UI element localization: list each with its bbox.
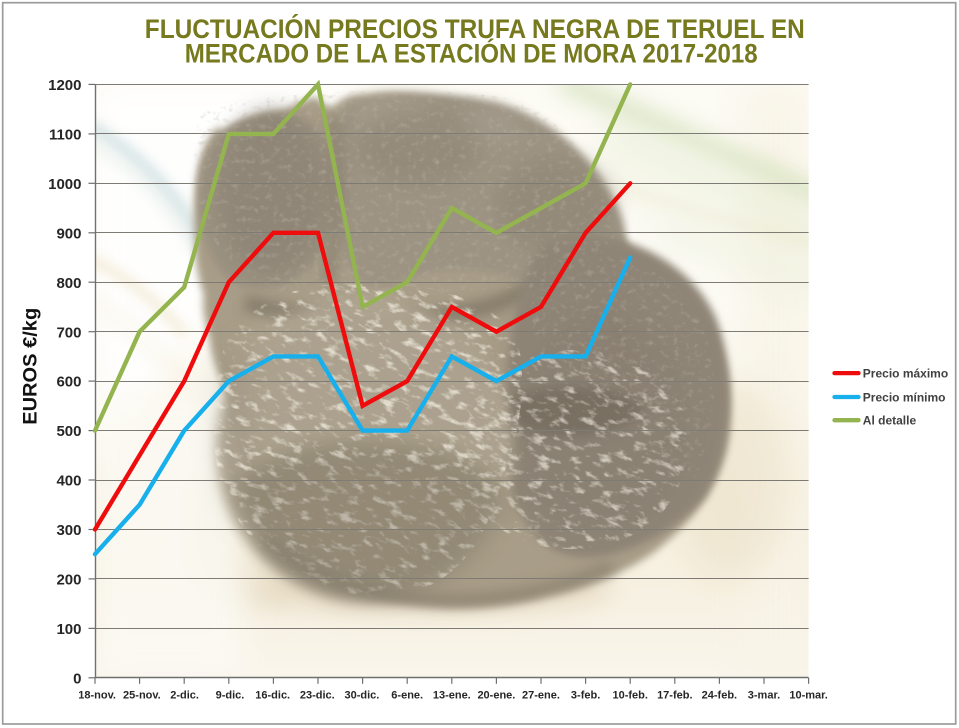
svg-text:3-feb.: 3-feb. <box>571 689 600 701</box>
svg-text:700: 700 <box>56 324 81 341</box>
svg-text:0: 0 <box>73 670 81 687</box>
svg-text:800: 800 <box>56 275 81 292</box>
svg-text:FLUCTUACIÓN PRECIOS TRUFA NEG: FLUCTUACIÓN PRECIOS TRUFA NEGRA DE TERUE… <box>145 13 805 44</box>
svg-text:200: 200 <box>56 572 81 589</box>
svg-text:500: 500 <box>56 423 81 440</box>
svg-text:17-feb.: 17-feb. <box>657 689 692 701</box>
svg-text:23-dic.: 23-dic. <box>300 689 335 701</box>
svg-text:20-ene.: 20-ene. <box>477 689 515 701</box>
svg-text:MERCADO DE LA ESTACIÓN DE MORA: MERCADO DE LA ESTACIÓN DE MORA 2017-2018 <box>185 38 758 69</box>
svg-text:6-ene.: 6-ene. <box>391 689 423 701</box>
svg-text:Precio máximo: Precio máximo <box>863 366 948 380</box>
svg-text:3-mar.: 3-mar. <box>748 689 780 701</box>
svg-text:300: 300 <box>56 522 81 539</box>
svg-text:600: 600 <box>56 374 81 391</box>
svg-text:1100: 1100 <box>49 127 82 144</box>
svg-text:24-feb.: 24-feb. <box>702 689 737 701</box>
svg-text:16-dic.: 16-dic. <box>255 689 290 701</box>
svg-text:EUROS €/kg: EUROS €/kg <box>20 308 41 425</box>
svg-text:27-ene.: 27-ene. <box>522 689 560 701</box>
svg-text:100: 100 <box>56 621 81 638</box>
svg-text:Precio mínimo: Precio mínimo <box>863 390 946 404</box>
svg-text:Al detalle: Al detalle <box>863 414 917 428</box>
svg-text:900: 900 <box>56 225 81 242</box>
svg-text:10-mar.: 10-mar. <box>789 689 828 701</box>
svg-text:1000: 1000 <box>48 176 81 193</box>
svg-text:400: 400 <box>56 473 81 490</box>
svg-text:25-nov.: 25-nov. <box>123 689 161 701</box>
svg-text:10-feb.: 10-feb. <box>612 689 647 701</box>
svg-text:30-dic.: 30-dic. <box>344 689 379 701</box>
svg-text:13-ene.: 13-ene. <box>433 689 471 701</box>
svg-text:18-nov.: 18-nov. <box>78 689 116 701</box>
svg-text:1200: 1200 <box>48 77 81 94</box>
svg-text:2-dic.: 2-dic. <box>170 689 199 701</box>
svg-text:9-dic.: 9-dic. <box>216 689 245 701</box>
